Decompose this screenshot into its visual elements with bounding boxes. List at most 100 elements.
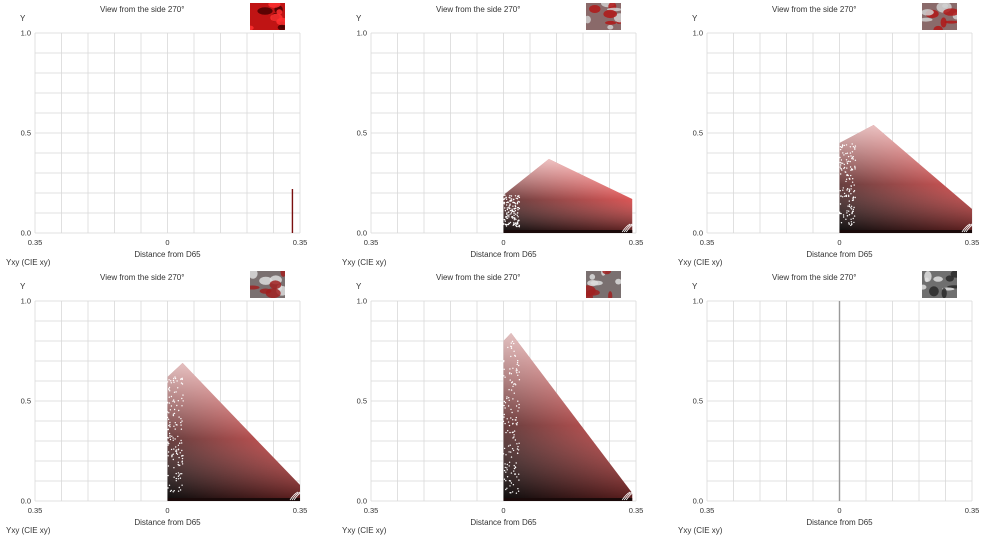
data-point: [503, 375, 505, 377]
data-point: [506, 487, 508, 489]
data-point: [174, 438, 176, 440]
data-point: [168, 484, 171, 486]
data-point: [168, 388, 170, 390]
data-base-band: [167, 498, 300, 501]
data-point: [508, 214, 510, 216]
data-point: [507, 215, 509, 217]
data-cloud-shade: [839, 125, 972, 233]
color-space-label: Yxy (CIE xy): [6, 258, 51, 267]
data-point: [852, 178, 854, 180]
data-point: [851, 212, 853, 215]
data-point: [516, 223, 518, 225]
data-point: [181, 463, 184, 465]
data-point: [853, 215, 856, 217]
x-tick-label: 0.35: [364, 506, 379, 515]
data-point: [852, 217, 854, 220]
data-point: [512, 437, 514, 439]
data-point: [847, 194, 850, 196]
data-point: [177, 490, 180, 492]
color-space-label: Yxy (CIE xy): [6, 526, 51, 535]
thumb-shape: [933, 25, 943, 30]
data-point: [515, 218, 517, 221]
x-tick-label: 0: [837, 238, 841, 247]
data-point: [515, 368, 518, 370]
data-point: [175, 449, 178, 451]
data-point: [841, 145, 844, 147]
data-point: [175, 452, 178, 455]
data-point: [506, 396, 508, 398]
data-point: [168, 442, 170, 445]
data-point: [840, 164, 842, 166]
data-point: [507, 405, 510, 407]
data-point: [503, 201, 506, 204]
data-point: [516, 203, 519, 205]
x-tick-label: 0.35: [28, 506, 43, 515]
data-point: [843, 167, 845, 170]
data-point: [179, 477, 182, 479]
thumbnail-graphic: [586, 3, 621, 30]
thumb-shape: [257, 7, 273, 15]
data-point: [174, 377, 177, 380]
data-edge-arc: [623, 223, 633, 233]
data-point: [506, 207, 508, 209]
thumbnail-image: [922, 271, 957, 298]
y-tick-label: 0.0: [357, 229, 367, 238]
data-point: [170, 489, 172, 492]
data-point: [173, 490, 175, 492]
data-point: [169, 390, 171, 392]
data-point: [841, 144, 844, 146]
data-point: [178, 416, 180, 418]
data-point: [179, 442, 181, 444]
data-point: [503, 416, 505, 418]
data-point: [177, 387, 179, 389]
data-point: [181, 397, 183, 400]
y-tick-label: 1.0: [357, 29, 367, 38]
data-point: [514, 473, 517, 475]
data-point: [166, 401, 169, 404]
data-point: [511, 423, 514, 425]
data-point: [511, 208, 513, 210]
data-point: [180, 428, 183, 430]
data-point: [506, 476, 509, 478]
data-point: [167, 474, 169, 477]
data-edge-arc: [625, 491, 635, 501]
thumb-shape: [950, 271, 957, 278]
data-point: [847, 205, 849, 207]
data-point: [852, 210, 854, 212]
data-point: [504, 197, 506, 200]
data-point: [509, 209, 512, 212]
data-point: [848, 222, 850, 224]
data-point: [503, 368, 505, 370]
data-point: [177, 461, 179, 463]
data-point: [841, 169, 843, 171]
data-point: [850, 193, 852, 195]
data-point: [168, 412, 170, 414]
data-point: [505, 454, 507, 456]
data-point: [510, 451, 512, 453]
data-point: [168, 379, 170, 381]
y-tick-label: 1.0: [693, 29, 703, 38]
data-point: [845, 171, 847, 173]
thumb-shape: [922, 284, 927, 290]
data-point: [518, 442, 520, 444]
data-point: [168, 402, 171, 404]
data-point: [845, 180, 847, 183]
thumb-shape: [276, 9, 283, 15]
data-point: [850, 207, 852, 209]
thumb-shape: [276, 17, 285, 26]
data-point: [505, 480, 507, 482]
data-point: [177, 463, 179, 466]
data-point: [182, 454, 184, 457]
y-tick-label: 1.0: [357, 297, 367, 306]
data-point: [507, 201, 509, 204]
data-point: [853, 190, 856, 192]
data-point: [840, 173, 842, 175]
y-tick-label: 0.0: [21, 229, 31, 238]
data-point: [179, 464, 181, 466]
y-tick-label: 0.0: [693, 497, 703, 506]
data-point: [854, 165, 856, 167]
data-point: [518, 371, 520, 373]
thumbnail-image: [586, 271, 621, 298]
data-point: [514, 205, 517, 208]
data-point: [511, 411, 513, 414]
